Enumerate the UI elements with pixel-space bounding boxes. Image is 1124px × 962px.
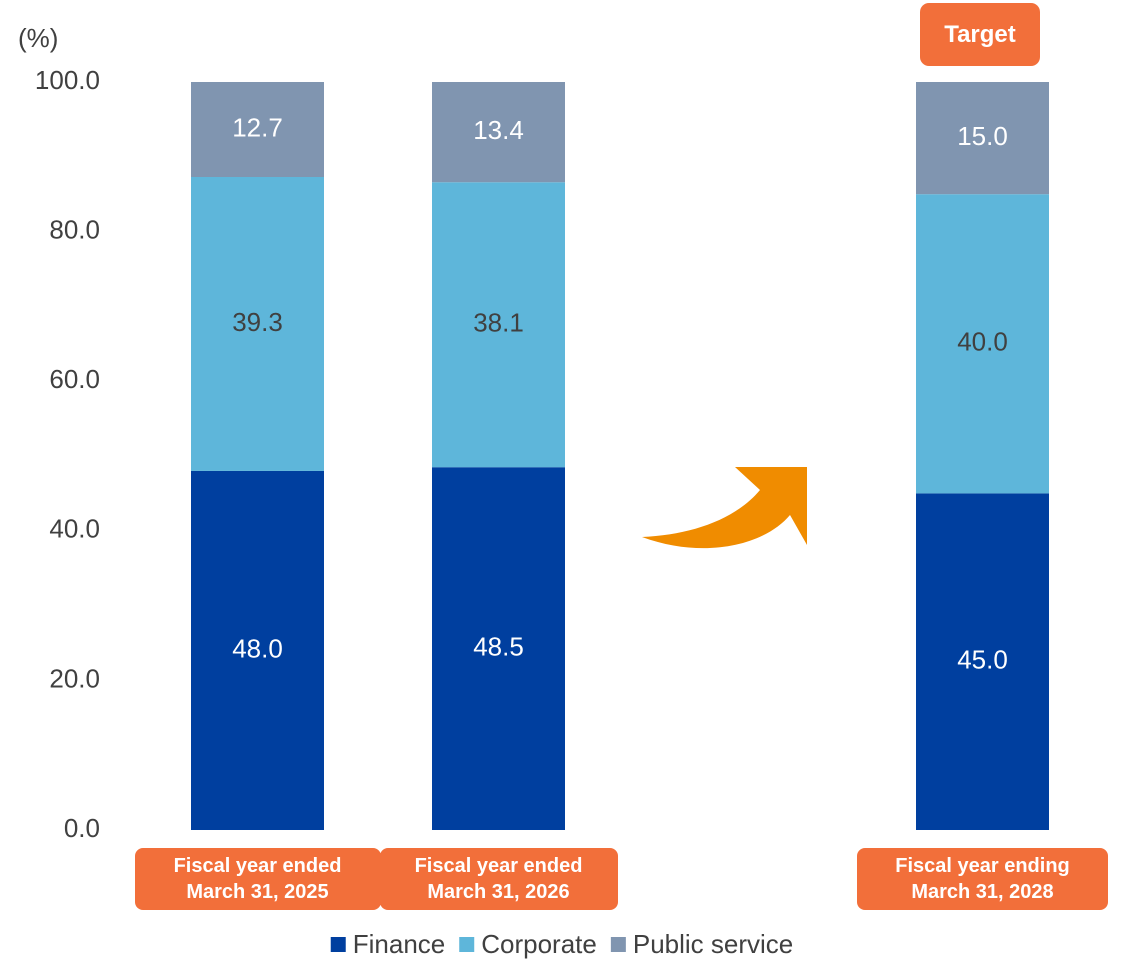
y-tick-label: 20.0 [49,663,100,693]
bar-segment [916,82,1049,195]
y-tick-label: 80.0 [49,214,100,244]
legend-swatch [610,937,626,952]
bar-segment [432,82,565,183]
y-tick-label: 100.0 [35,65,100,95]
bar-segment [191,82,324,177]
bar-segment [191,470,324,830]
category-label: Fiscal year ended March 31, 2026 [379,848,618,910]
value-label: 40.0 [957,327,1008,357]
legend-label: Public service [633,929,793,959]
legend-label: Corporate [481,929,597,959]
value-label: 38.1 [473,308,524,338]
value-label: 48.5 [473,631,524,661]
y-axis-label: (%) [18,23,58,53]
value-label: 45.0 [957,645,1008,675]
legend-swatch [330,937,346,952]
target-annotation: Target [920,3,1040,66]
category-label: Fiscal year ended March 31, 2025 [134,848,381,910]
value-label: 48.0 [232,633,283,663]
bar-segment [432,182,565,468]
bar-segment [432,467,565,830]
y-tick-label: 60.0 [49,364,100,394]
bar-segment [916,194,1049,494]
value-label: 39.3 [232,307,283,337]
y-tick-label: 40.0 [49,514,100,544]
value-label: 15.0 [957,121,1008,151]
legend-label: Finance [353,929,446,959]
bar-segment [191,176,324,471]
arrow [642,467,807,549]
y-tick-label: 0.0 [64,813,100,843]
legend-swatch [459,937,475,952]
value-label: 13.4 [473,115,524,145]
value-label: 12.7 [232,112,283,142]
category-label: Fiscal year ending March 31, 2028 [857,848,1108,910]
bar-segment [916,493,1049,830]
